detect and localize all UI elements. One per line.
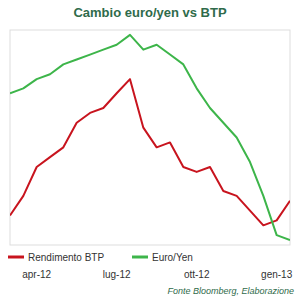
legend-swatch xyxy=(8,256,24,259)
series-line xyxy=(10,35,290,240)
chart: Cambio euro/yen vs BTP apr-12 lug-12 ott-12… xyxy=(0,0,300,300)
x-tick-label: lug-12 xyxy=(103,269,131,280)
series-group xyxy=(10,35,290,240)
x-tick-label: gen-13 xyxy=(261,269,293,280)
legend-label: Euro/Yen xyxy=(152,252,193,263)
plot-frame xyxy=(10,30,290,245)
chart-container: Cambio euro/yen vs BTP apr-12 lug-12 ott-12… xyxy=(0,0,300,300)
legend-swatch xyxy=(132,256,148,259)
source: Fonte Bloomberg, Elaborazione xyxy=(167,286,294,296)
title: Cambio euro/yen vs BTP xyxy=(73,5,226,20)
legend-label: Rendimento BTP xyxy=(28,252,104,263)
series-line xyxy=(10,79,290,225)
x-tick-label: ott-12 xyxy=(184,269,210,280)
x-tick-label: apr-12 xyxy=(22,269,51,280)
